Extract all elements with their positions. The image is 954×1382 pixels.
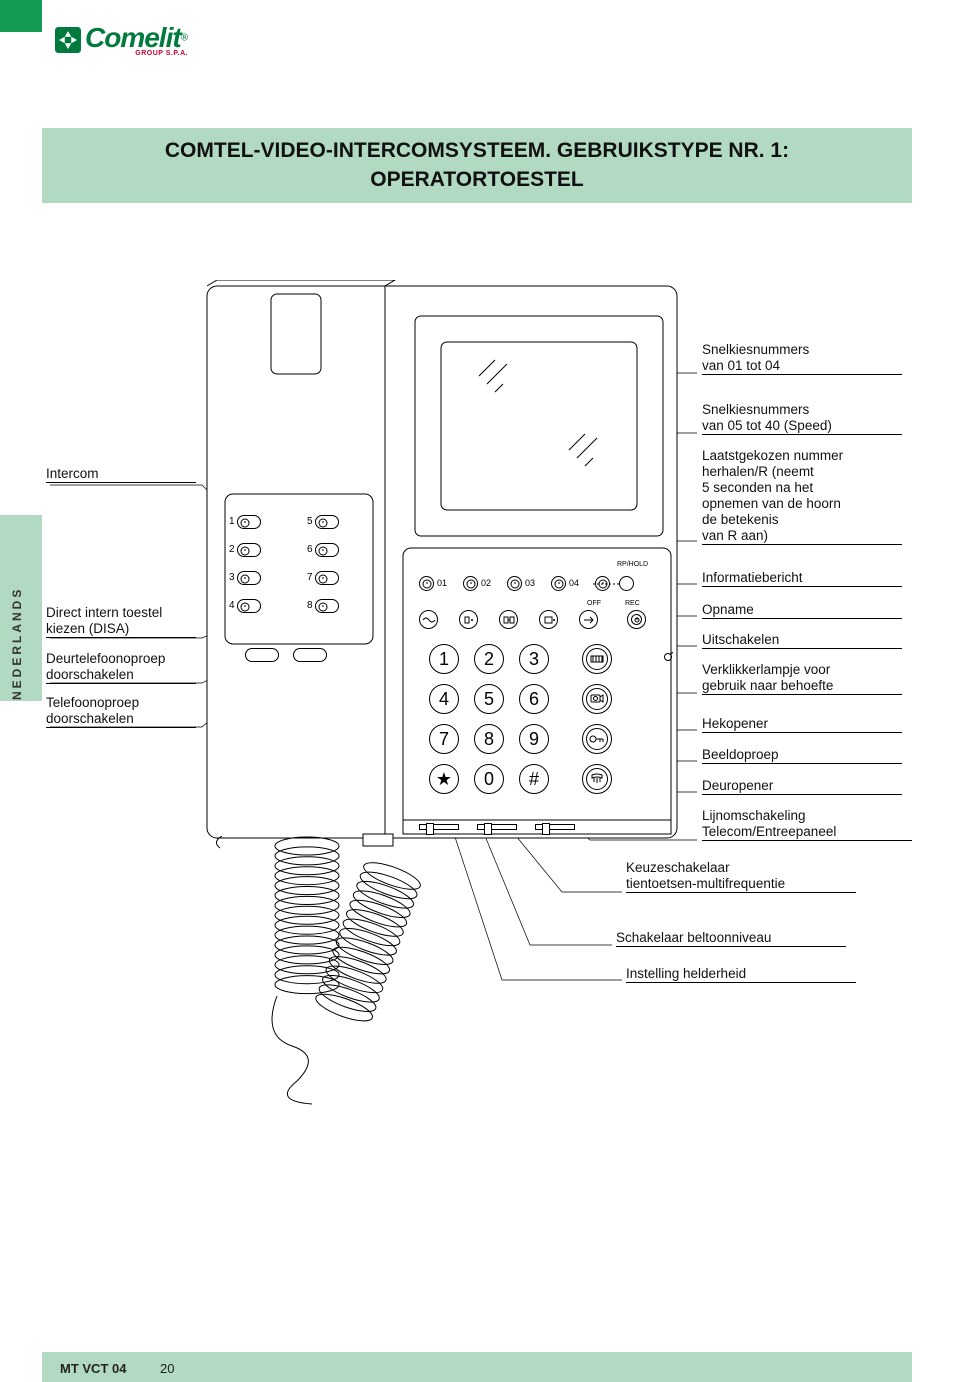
func-btn [499,610,518,629]
fn-key [582,684,612,714]
keypad-key: 9 [519,724,549,754]
label-info: Informatiebericht [702,570,902,587]
side-btn-num: 5 [307,516,313,527]
speed-btn [551,576,566,591]
rec-button [627,610,646,629]
speed-btn [507,576,522,591]
label-video: Beeldoproep [702,747,902,764]
side-btn [315,515,339,529]
brand-reg: ® [181,33,188,44]
label-led: Verklikkerlampje voor gebruik naar behoe… [702,662,902,695]
label-redial: Laatstgekozen nummer herhalen/R (neemt 5… [702,448,902,545]
label-intercom: Intercom [46,466,196,483]
label-speed-0540: Snelkiesnummers van 05 tot 40 (Speed) [702,402,902,435]
side-btn [237,515,261,529]
keypad-key: 4 [429,684,459,714]
speed-extra [595,576,610,591]
keypad-key: 8 [474,724,504,754]
fn-key [582,764,612,794]
label-gate: Hekopener [702,716,902,733]
off-text: OFF [587,600,601,607]
keypad-key: 5 [474,684,504,714]
keypad-key: 0 [474,764,504,794]
func-btn [459,610,478,629]
keypad-key: 3 [519,644,549,674]
speed-btn [419,576,434,591]
speed-btn-label: 01 [437,578,447,588]
ringer-slider [477,824,517,830]
label-brightness: Instelling helderheid [626,966,856,983]
side-btn-num: 2 [229,544,235,555]
side-btn [315,599,339,613]
keypad-key: 2 [474,644,504,674]
oval-btn-2 [293,648,327,662]
page-number: 20 [160,1361,174,1376]
keypad-key: 6 [519,684,549,714]
side-btn [237,599,261,613]
keypad-key: ★ [429,764,459,794]
fn-key [582,724,612,754]
side-tab-label: NEDERLANDS [10,587,24,700]
page-title: COMTEL-VIDEO-INTERCOMSYSTEEM. GEBRUIKSTY… [62,137,892,194]
brand-name: Comelit [85,22,181,53]
speed-btn-label: 04 [569,578,579,588]
oval-btn-1 [245,648,279,662]
fn-key [582,644,612,674]
keypad-key: 1 [429,644,459,674]
func-btn [579,610,598,629]
title-band: COMTEL-VIDEO-INTERCOMSYSTEEM. GEBRUIKSTY… [42,128,912,203]
side-btn-num: 7 [307,572,313,583]
side-btn-num: 8 [307,600,313,611]
side-btn [315,571,339,585]
speed-btn-label: 03 [525,578,535,588]
device-diagram: Intercom Direct intern toestel kiezen (D… [42,280,912,1200]
rphold-button [619,576,634,591]
doc-code: MT VCT 04 [60,1361,126,1376]
label-phone-fwd: Telefoonoproep doorschakelen [46,695,196,728]
keypad-key: # [519,764,549,794]
keypad-key: 7 [429,724,459,754]
label-record: Opname [702,602,902,619]
side-btn-num: 4 [229,600,235,611]
func-btn [539,610,558,629]
brand-logo: Comelit® GROUP S.P.A. [55,22,188,57]
corner-accent [0,0,42,32]
label-speed-0104: Snelkiesnummers van 01 tot 04 [702,342,902,375]
speed-btn-label: 02 [481,578,491,588]
led-icon [663,652,673,662]
label-dial-switch: Keuzeschakelaar tientoetsen-multifrequen… [626,860,856,893]
side-btn-num: 1 [229,516,235,527]
label-door-fwd: Deurtelefoonoproep doorschakelen [46,651,196,684]
side-btn [237,543,261,557]
device-body: RP/HOLD OFF REC 123456780102030412345678… [197,280,687,855]
rphold-text: RP/HOLD [617,561,648,568]
side-btn [315,543,339,557]
func-btn [419,610,438,629]
label-door: Deuropener [702,778,902,795]
label-disa: Direct intern toestel kiezen (DISA) [46,605,196,638]
speed-btn [463,576,478,591]
side-btn-num: 6 [307,544,313,555]
side-btn [237,571,261,585]
label-ringer: Schakelaar beltoonniveau [616,930,846,947]
logo-mark-icon [55,27,81,53]
brightness-slider [419,824,459,830]
handset-cord [202,836,482,1126]
rec-text: REC [625,600,640,607]
dial-switch [535,824,575,830]
label-off: Uitschakelen [702,632,902,649]
side-btn-num: 3 [229,572,235,583]
label-line: Lijnomschakeling Telecom/Entreepaneel [702,808,912,841]
